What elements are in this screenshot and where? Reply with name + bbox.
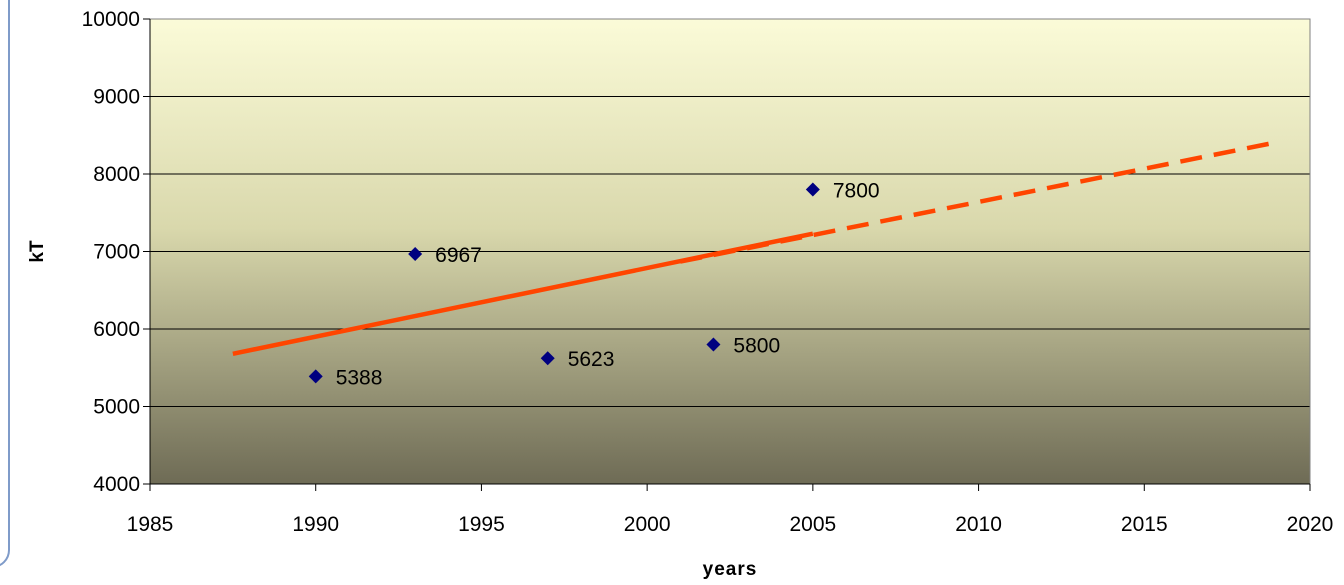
data-label: 7800 — [833, 180, 880, 203]
data-points: 5388 6967 5623 5800 7800 — [308, 180, 880, 389]
y-tick-label: 7000 — [93, 241, 140, 264]
x-tick-label: 2005 — [789, 513, 836, 536]
x-tick-label: 1995 — [458, 513, 505, 536]
y-tick-label: 10000 — [82, 8, 140, 31]
data-label: 5388 — [336, 366, 383, 389]
y-tick-label: 5000 — [93, 396, 140, 419]
x-tick-label: 1985 — [127, 513, 174, 536]
data-label: 5623 — [568, 348, 615, 371]
data-point-marker — [308, 369, 323, 384]
x-tick-label: 2015 — [1121, 513, 1168, 536]
y-tick-label: 9000 — [93, 86, 140, 109]
x-tick-label: 2000 — [624, 513, 671, 536]
data-point-marker — [540, 351, 555, 366]
x-axis-title: years — [703, 559, 758, 580]
data-point-marker — [706, 337, 721, 352]
trendline — [232, 140, 1278, 357]
data-point-marker — [408, 247, 423, 262]
x-tick-label: 2020 — [1287, 513, 1334, 536]
data-point-marker — [805, 182, 820, 197]
data-label: 6967 — [435, 244, 482, 267]
y-tick-label: 4000 — [93, 473, 140, 496]
axes: 4000 5000 6000 7000 8000 9000 10000 1985 1990 199… — [82, 8, 1334, 536]
y-tick-label: 8000 — [93, 163, 140, 186]
y-tick-label: 6000 — [93, 318, 140, 341]
x-tick-label: 2010 — [955, 513, 1002, 536]
data-label: 5800 — [733, 335, 780, 358]
x-tick-label: 1990 — [292, 513, 339, 536]
y-axis-title: kT — [27, 240, 48, 263]
